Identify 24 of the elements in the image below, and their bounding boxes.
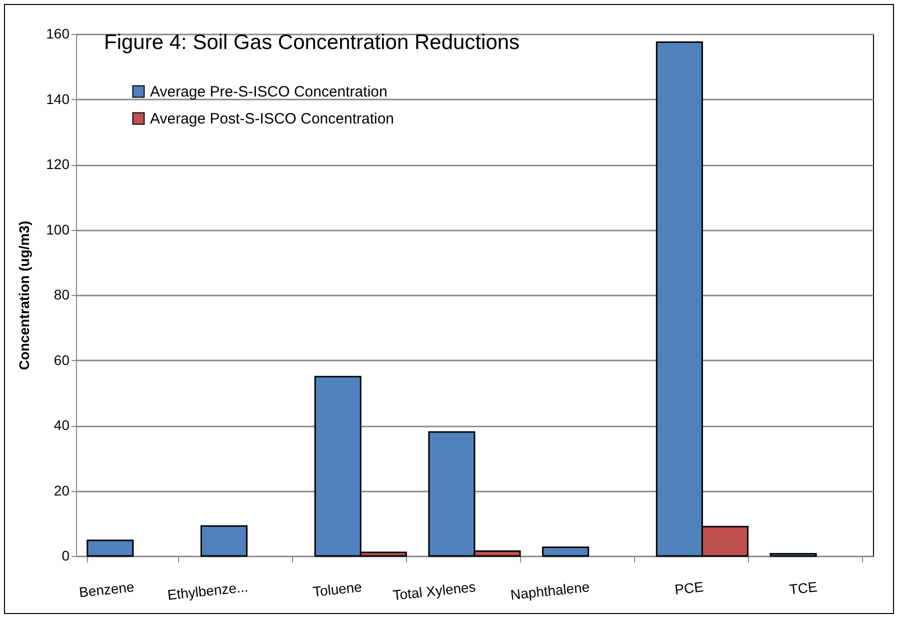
chart-title: Figure 4: Soil Gas Concentration Reductions	[104, 31, 520, 54]
y-tick-label: 120	[46, 156, 70, 172]
bar	[770, 552, 817, 557]
y-axis-title: Concentration (ug/m3)	[16, 220, 32, 370]
y-tick-label: 80	[54, 286, 70, 302]
y-tick-label: 40	[54, 417, 70, 433]
x-tick-label: PCE	[674, 578, 704, 598]
x-tick-label: TCE	[788, 578, 818, 598]
bar	[86, 540, 134, 557]
bar	[542, 546, 590, 557]
x-tick-label: Ethylbenze...	[166, 578, 249, 603]
x-tick-label: Naphthalene	[510, 578, 591, 603]
y-tick-label: 140	[46, 90, 70, 107]
y-tick-label: 160	[46, 26, 70, 42]
x-tick-label: Benzene	[78, 578, 136, 600]
legend-label: Average Pre-S-ISCO Concentration	[150, 84, 388, 100]
y-tick-label: 60	[54, 352, 70, 368]
legend-label: Average Post-S-ISCO Concentration	[150, 110, 394, 128]
x-tick-label: Toluene	[312, 578, 363, 600]
x-tick-label: Total Xylenes	[392, 578, 476, 604]
y-tick-label: 0	[62, 548, 70, 564]
bar	[200, 525, 248, 557]
y-tick-label: 20	[54, 482, 70, 498]
y-tick-label: 100	[46, 221, 70, 238]
